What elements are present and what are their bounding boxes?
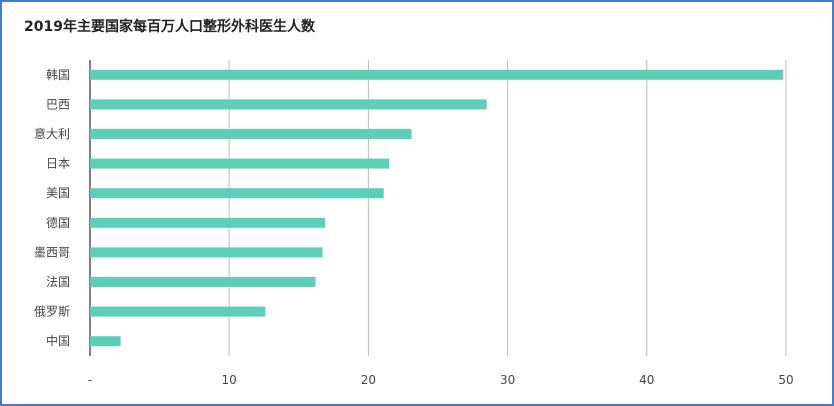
category-label: 德国: [46, 215, 70, 230]
chart-title: 2019年主要国家每百万人口整形外科医生人数: [24, 19, 315, 35]
category-label: 意大利: [34, 126, 70, 141]
bar-2: [90, 129, 412, 139]
category-label: 美国: [46, 186, 70, 200]
x-tick-label: 50: [778, 373, 793, 387]
bar-3: [90, 158, 390, 169]
bar-9: [90, 336, 121, 347]
category-label: 韩国: [46, 67, 70, 82]
x-tick-label: 20: [361, 373, 376, 387]
category-label: 俄罗斯: [34, 305, 70, 319]
x-tick-label: 10: [222, 373, 237, 387]
bar-0: [90, 69, 784, 80]
category-label: 墨西哥: [34, 245, 70, 259]
bar-4: [90, 188, 384, 199]
x-tick-label: -: [88, 373, 92, 387]
bar-5: [90, 217, 326, 228]
bar-8: [90, 306, 266, 317]
bars: [90, 69, 784, 347]
x-tick-labels: - 10 20 30 40 50: [88, 373, 794, 387]
x-tick-label: 30: [500, 373, 515, 387]
category-label: 巴西: [46, 97, 70, 111]
x-tick-label: 40: [639, 373, 654, 387]
category-label: 法国: [46, 275, 70, 289]
bar-7: [90, 277, 316, 287]
category-label: 中国: [46, 333, 70, 348]
bar-6: [90, 247, 323, 258]
bar-1: [90, 99, 487, 110]
category-label: 日本: [46, 157, 70, 171]
